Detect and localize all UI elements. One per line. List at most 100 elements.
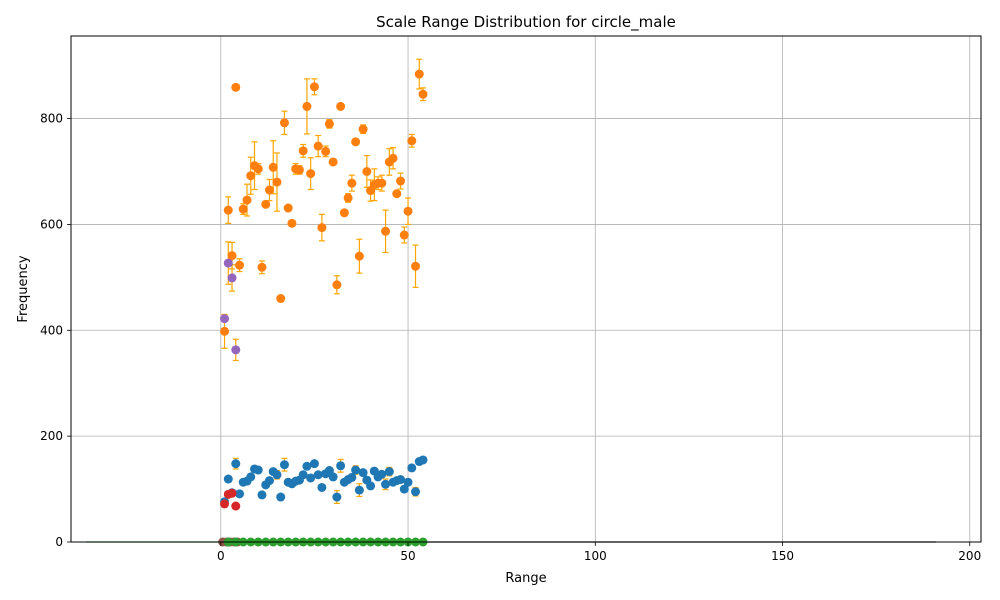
data-point — [351, 465, 361, 475]
data-point — [279, 118, 289, 128]
data-point — [411, 487, 421, 497]
x-tick-label: 50 — [400, 549, 415, 563]
x-tick-label: 100 — [584, 549, 607, 563]
y-tick-label: 0 — [55, 535, 63, 549]
data-point — [220, 326, 230, 336]
data-point — [246, 171, 256, 181]
data-point — [276, 294, 286, 304]
chart-title: Scale Range Distribution for circle_male — [376, 13, 676, 32]
data-point — [235, 260, 245, 270]
data-point — [358, 124, 368, 134]
data-point — [396, 475, 406, 485]
data-point — [339, 208, 349, 218]
data-points — [218, 69, 428, 547]
data-point — [381, 479, 391, 489]
data-point — [227, 488, 237, 498]
data-point — [407, 136, 417, 146]
data-point — [366, 481, 376, 491]
data-point — [231, 459, 241, 469]
data-point — [418, 455, 428, 465]
data-point — [407, 463, 417, 473]
y-tick-label: 400 — [40, 323, 63, 337]
data-point — [377, 469, 387, 479]
data-point — [227, 251, 237, 261]
data-point — [231, 82, 241, 92]
data-point — [298, 470, 308, 480]
data-point — [392, 189, 402, 199]
data-point — [336, 101, 346, 111]
data-point — [347, 178, 357, 188]
data-point — [257, 262, 267, 272]
data-point — [231, 345, 241, 355]
data-point — [309, 459, 319, 469]
data-point — [242, 195, 252, 205]
data-point — [362, 166, 372, 176]
data-point — [384, 467, 394, 477]
x-tick-label: 200 — [958, 549, 981, 563]
data-point — [377, 178, 387, 188]
data-point — [283, 203, 293, 213]
y-tick-label: 600 — [40, 217, 63, 231]
data-point — [418, 89, 428, 99]
data-point — [317, 223, 327, 233]
data-point — [235, 489, 245, 499]
data-point — [396, 176, 406, 186]
data-point — [388, 153, 398, 163]
error-bars — [221, 58, 427, 504]
data-point — [302, 461, 312, 471]
data-point — [381, 226, 391, 236]
x-axis-label: Range — [505, 571, 546, 586]
data-point — [264, 476, 274, 486]
data-point — [298, 146, 308, 156]
data-point — [279, 460, 289, 470]
data-point — [253, 164, 263, 174]
data-point — [414, 69, 424, 79]
data-point — [223, 205, 233, 215]
data-point — [347, 472, 357, 482]
data-point — [272, 470, 282, 480]
x-tick-label: 150 — [771, 549, 794, 563]
data-point — [399, 484, 409, 494]
axis-ticks: 0 50 100 150 200 0 200 400 600 800 — [40, 112, 981, 563]
plot-frame — [70, 35, 982, 543]
data-point — [317, 482, 327, 492]
data-point — [332, 280, 342, 290]
data-point — [220, 314, 230, 324]
data-point — [403, 206, 413, 216]
grid — [71, 36, 981, 543]
data-point — [328, 157, 338, 167]
y-tick-label: 200 — [40, 429, 63, 443]
data-point — [399, 230, 409, 240]
data-point — [227, 273, 237, 283]
data-point — [343, 193, 353, 203]
data-point — [257, 490, 267, 500]
data-point — [306, 169, 316, 179]
data-point — [354, 485, 364, 495]
data-point — [351, 137, 361, 147]
data-point — [354, 251, 364, 261]
data-point — [253, 465, 263, 475]
data-point — [309, 82, 319, 92]
y-axis-label: Frequency — [16, 255, 31, 322]
data-point — [403, 477, 413, 487]
data-point — [264, 185, 274, 195]
data-point — [287, 218, 297, 228]
data-point — [294, 165, 304, 175]
data-point — [231, 501, 241, 511]
data-point — [313, 470, 323, 480]
data-point — [223, 474, 233, 484]
data-point — [332, 492, 342, 502]
data-point — [411, 261, 421, 271]
data-point — [358, 468, 368, 478]
data-point — [268, 162, 278, 172]
x-tick-label: 0 — [217, 549, 225, 563]
data-point — [313, 141, 323, 151]
data-point — [223, 258, 233, 268]
data-point — [324, 119, 334, 129]
data-point — [328, 472, 338, 482]
data-point — [246, 472, 256, 482]
data-point — [238, 204, 248, 214]
data-point — [306, 473, 316, 483]
